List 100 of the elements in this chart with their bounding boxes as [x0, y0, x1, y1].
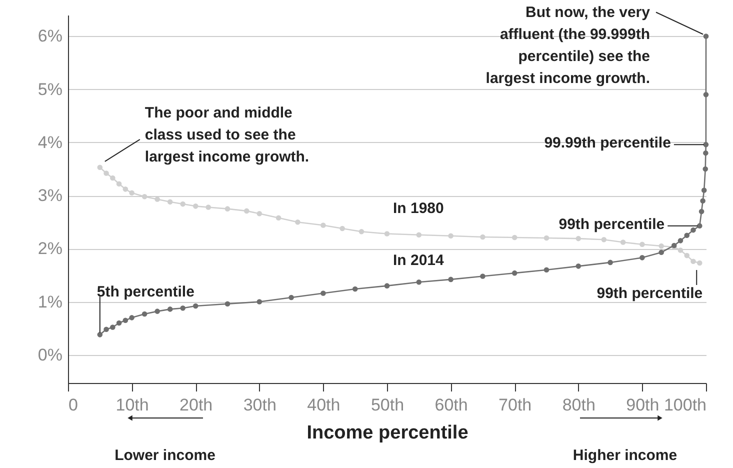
point [116, 181, 122, 187]
point [678, 238, 684, 244]
point [129, 315, 134, 320]
point [192, 303, 198, 309]
point [110, 324, 116, 330]
point [512, 234, 518, 240]
point [678, 248, 684, 253]
point [640, 255, 645, 260]
point [122, 318, 128, 323]
annotation: 5th percentile [96, 284, 194, 301]
x-tick-label: 10th [116, 396, 149, 414]
point [276, 215, 282, 220]
point [448, 233, 454, 239]
y-tick-label: 2% [38, 239, 62, 258]
y-tick-label: 5% [38, 80, 62, 99]
point [608, 260, 613, 266]
point [448, 276, 454, 282]
point [110, 175, 116, 181]
annotation: The poor and middle class used to see the largest income growth. [144, 104, 310, 166]
point [154, 196, 160, 202]
point [702, 166, 708, 172]
y-tick-label: 6% [38, 26, 62, 46]
point [288, 294, 294, 300]
point [224, 301, 230, 307]
point [416, 232, 422, 238]
point [576, 236, 582, 242]
point [244, 208, 250, 214]
point [154, 308, 160, 314]
point [180, 201, 186, 207]
x-tick-label: 50th [370, 396, 404, 414]
x-tick-label: 90th [626, 396, 660, 414]
point [384, 231, 390, 236]
point [698, 208, 704, 214]
series-label: In 2014 [393, 252, 445, 269]
point [684, 232, 690, 238]
point [700, 198, 706, 204]
y-tick-label: 0% [38, 345, 62, 364]
point [601, 236, 607, 242]
point [192, 204, 198, 209]
point [512, 270, 518, 276]
x-tick-label: 70th [498, 396, 532, 414]
point [116, 320, 122, 326]
point [142, 311, 148, 317]
text: Lower income [114, 447, 216, 464]
series-label: In 1980 [393, 200, 444, 217]
point [358, 229, 364, 234]
annotation: But now, the very affluent (the 99.999th percentile) see the largest income growth. [486, 4, 651, 88]
point [690, 258, 696, 264]
point [384, 283, 390, 288]
point [129, 190, 134, 196]
x-tick-label: 40th [307, 396, 340, 414]
point [544, 235, 550, 241]
point [340, 226, 345, 232]
point [703, 142, 709, 148]
x-tick-label: 20th [180, 396, 213, 414]
annotation: 99th percentile [596, 284, 703, 302]
y-tick-label: 4% [38, 132, 62, 152]
x-tick-label: 100th [664, 396, 706, 414]
text: Higher income [572, 447, 678, 464]
x-tick-label: 30th [243, 396, 276, 414]
point [416, 279, 422, 285]
annotation: 99.99th percentile [544, 134, 671, 152]
point [690, 227, 696, 233]
y-tick-label: 1% [38, 292, 62, 312]
point [104, 326, 109, 332]
point [295, 219, 300, 225]
point [696, 260, 702, 266]
point [167, 306, 173, 312]
point [701, 188, 707, 193]
point [97, 164, 103, 170]
point [320, 290, 326, 296]
point [320, 222, 326, 228]
point [142, 194, 148, 200]
x-tick-label: 80th [562, 396, 596, 414]
point [640, 242, 645, 248]
point [576, 264, 582, 269]
point [180, 305, 186, 311]
x-tick-label: 0 [68, 396, 78, 414]
point [224, 206, 230, 212]
x-tick-label: 60th [434, 396, 468, 414]
point [104, 170, 109, 176]
point [703, 92, 709, 98]
point [658, 243, 664, 249]
point [122, 186, 128, 192]
point [703, 34, 709, 39]
point [703, 150, 708, 156]
point [684, 252, 690, 258]
point [480, 234, 486, 240]
point [696, 223, 702, 228]
point [658, 250, 664, 256]
point [256, 299, 262, 304]
point [620, 240, 626, 245]
point [544, 267, 550, 273]
point [352, 286, 358, 292]
point [97, 332, 103, 338]
y-tick-label: 3% [38, 186, 62, 206]
point [206, 204, 212, 210]
point [480, 274, 486, 279]
point [167, 199, 173, 205]
point [256, 210, 262, 216]
